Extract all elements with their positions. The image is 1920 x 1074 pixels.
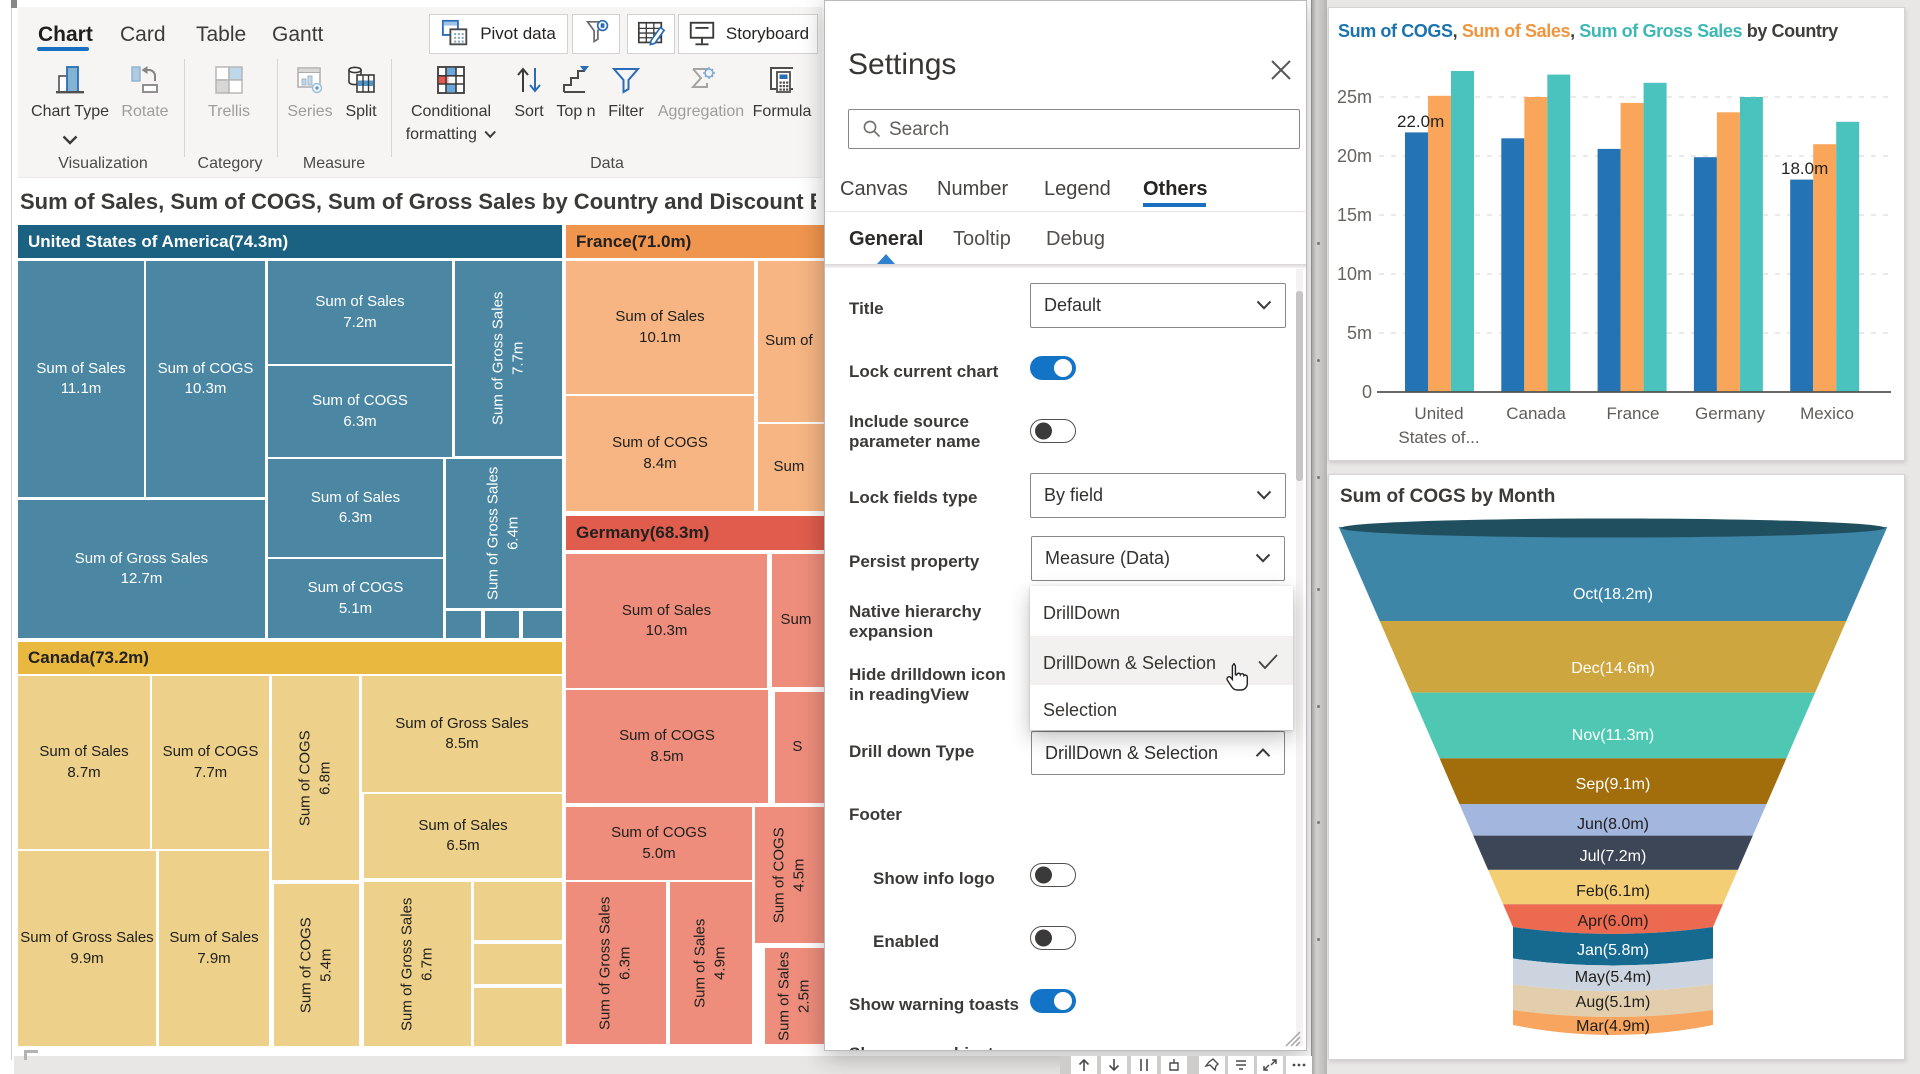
svg-text:May(5.4m): May(5.4m) <box>1575 969 1651 986</box>
svg-text:25m: 25m <box>1337 87 1372 107</box>
svg-text:15m: 15m <box>1337 205 1372 225</box>
svg-text:Jun(8.0m): Jun(8.0m) <box>1577 816 1649 833</box>
svg-text:5m: 5m <box>1347 323 1372 343</box>
svg-text:Oct(18.2m): Oct(18.2m) <box>1573 586 1653 603</box>
svg-text:Aug(5.1m): Aug(5.1m) <box>1576 994 1651 1011</box>
svg-text:Mar(4.9m): Mar(4.9m) <box>1576 1018 1650 1035</box>
svg-text:0: 0 <box>1362 382 1372 402</box>
svg-text:22.0m: 22.0m <box>1397 112 1444 131</box>
svg-text:Dec(14.6m): Dec(14.6m) <box>1571 660 1655 677</box>
svg-text:States of...: States of... <box>1398 428 1479 447</box>
svg-text:Jul(7.2m): Jul(7.2m) <box>1580 848 1647 865</box>
svg-text:United: United <box>1414 404 1463 423</box>
svg-text:Germany: Germany <box>1695 404 1765 423</box>
svg-text:Feb(6.1m): Feb(6.1m) <box>1576 883 1650 900</box>
svg-text:10m: 10m <box>1337 264 1372 284</box>
svg-text:18.0m: 18.0m <box>1781 159 1828 178</box>
svg-text:Canada: Canada <box>1506 404 1566 423</box>
svg-text:France: France <box>1607 404 1660 423</box>
svg-text:Apr(6.0m): Apr(6.0m) <box>1577 913 1648 930</box>
svg-text:Nov(11.3m): Nov(11.3m) <box>1572 727 1654 744</box>
svg-text:Sep(9.1m): Sep(9.1m) <box>1576 776 1651 793</box>
svg-text:20m: 20m <box>1337 146 1372 166</box>
svg-text:Mexico: Mexico <box>1800 404 1854 423</box>
svg-text:Jan(5.8m): Jan(5.8m) <box>1577 942 1649 959</box>
